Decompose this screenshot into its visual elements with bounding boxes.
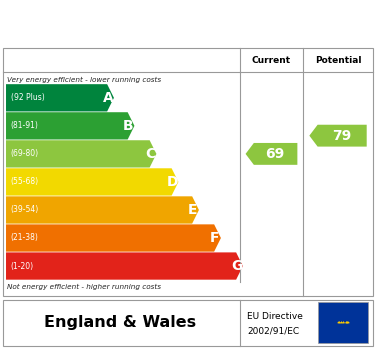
Text: Current: Current	[252, 56, 291, 65]
Bar	[318, 302, 368, 343]
Text: (92 Plus): (92 Plus)	[11, 93, 44, 102]
Text: 2002/91/EC: 2002/91/EC	[247, 327, 300, 336]
Polygon shape	[6, 168, 178, 196]
Polygon shape	[6, 224, 221, 252]
Text: (55-68): (55-68)	[11, 177, 39, 187]
Text: C: C	[145, 147, 156, 161]
Text: 79: 79	[332, 129, 352, 143]
Text: Not energy efficient - higher running costs: Not energy efficient - higher running co…	[7, 284, 161, 290]
Text: G: G	[231, 259, 243, 273]
Text: Very energy efficient - lower running costs: Very energy efficient - lower running co…	[7, 77, 161, 83]
Text: (21-38): (21-38)	[11, 234, 38, 243]
Text: England & Wales: England & Wales	[44, 315, 196, 330]
Text: A: A	[103, 91, 113, 105]
Polygon shape	[6, 140, 156, 167]
Polygon shape	[246, 143, 297, 165]
Polygon shape	[6, 196, 199, 224]
Text: F: F	[210, 231, 220, 245]
Text: Energy Efficiency Rating: Energy Efficiency Rating	[59, 14, 317, 32]
Polygon shape	[6, 252, 243, 280]
Text: (39-54): (39-54)	[11, 205, 39, 214]
Text: (1-20): (1-20)	[11, 262, 34, 270]
Polygon shape	[309, 125, 367, 147]
Polygon shape	[6, 84, 114, 111]
Text: (81-91): (81-91)	[11, 121, 38, 130]
Text: B: B	[123, 119, 134, 133]
Text: EU Directive: EU Directive	[247, 312, 303, 321]
Text: D: D	[167, 175, 178, 189]
Text: (69-80): (69-80)	[11, 149, 39, 158]
Text: E: E	[188, 203, 198, 217]
Text: Potential: Potential	[315, 56, 361, 65]
Polygon shape	[6, 112, 135, 140]
Text: 69: 69	[265, 147, 285, 161]
